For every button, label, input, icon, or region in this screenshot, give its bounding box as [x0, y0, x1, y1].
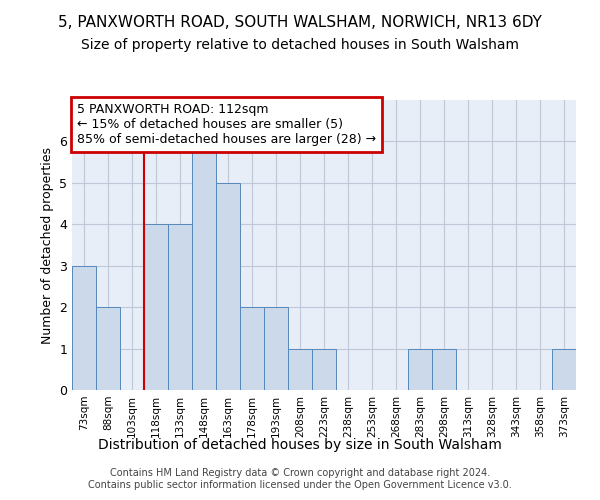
Text: 5 PANXWORTH ROAD: 112sqm
← 15% of detached houses are smaller (5)
85% of semi-de: 5 PANXWORTH ROAD: 112sqm ← 15% of detach…	[77, 103, 376, 146]
Bar	[552, 348, 576, 390]
Bar	[312, 348, 336, 390]
Bar	[192, 142, 216, 390]
Bar	[96, 307, 120, 390]
Y-axis label: Number of detached properties: Number of detached properties	[41, 146, 53, 344]
Bar	[240, 307, 264, 390]
Bar	[216, 183, 240, 390]
Bar	[168, 224, 192, 390]
Bar	[264, 307, 288, 390]
Bar	[288, 348, 312, 390]
Text: Size of property relative to detached houses in South Walsham: Size of property relative to detached ho…	[81, 38, 519, 52]
Bar	[432, 348, 456, 390]
Text: 5, PANXWORTH ROAD, SOUTH WALSHAM, NORWICH, NR13 6DY: 5, PANXWORTH ROAD, SOUTH WALSHAM, NORWIC…	[58, 15, 542, 30]
Bar	[408, 348, 432, 390]
Bar	[72, 266, 96, 390]
Text: Contains HM Land Registry data © Crown copyright and database right 2024.
Contai: Contains HM Land Registry data © Crown c…	[88, 468, 512, 490]
Bar	[144, 224, 168, 390]
Text: Distribution of detached houses by size in South Walsham: Distribution of detached houses by size …	[98, 438, 502, 452]
